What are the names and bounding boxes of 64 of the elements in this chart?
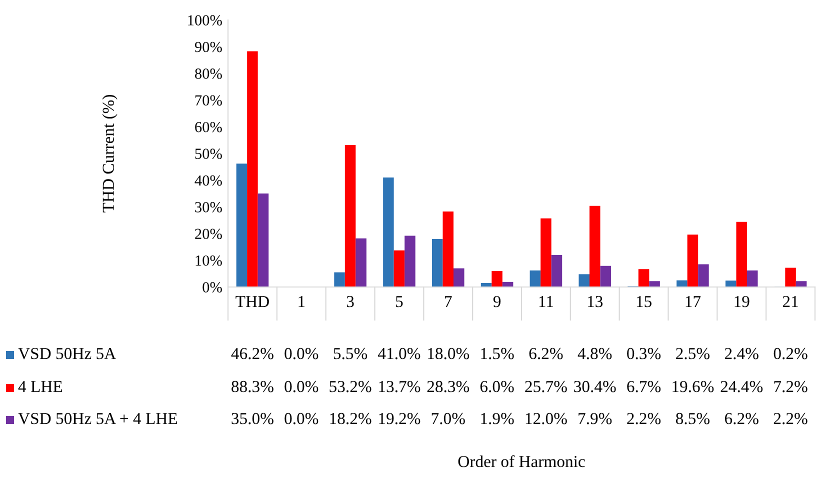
x-tick-label: 19 [734, 296, 750, 308]
data-label: 1.5% [481, 348, 514, 360]
legend-label: 4 LHE [18, 381, 62, 392]
y-tick-label: 70% [195, 95, 222, 106]
data-label: 24.4% [720, 380, 763, 392]
legend-label: VSD 50Hz 5A [18, 348, 116, 360]
data-label: 6.2% [724, 412, 758, 424]
x-tick-label: 13 [588, 296, 603, 308]
y-tick-label: 0% [202, 282, 222, 292]
y-tick-label: 30% [195, 202, 222, 212]
data-label: 13.7% [379, 380, 420, 392]
y-tick-label: 40% [194, 175, 222, 186]
data-label: 0.3% [627, 348, 661, 360]
data-label: 0.0% [284, 380, 318, 392]
legend-label: VSD 50Hz 5A + 4 LHE [18, 412, 178, 424]
x-tick-label: 3 [346, 296, 354, 308]
y-tick-label: 80% [195, 68, 222, 79]
x-tick-label: 1 [298, 296, 305, 308]
data-label: 28.3% [427, 380, 470, 392]
data-label: 5.5% [334, 348, 368, 360]
data-label: 4.8% [578, 348, 612, 360]
data-label: 2.2% [627, 412, 661, 424]
data-label: 0.2% [774, 348, 808, 360]
x-tick-label: 7 [445, 296, 452, 308]
data-label: 0.0% [284, 348, 318, 360]
data-label: 19.2% [379, 412, 420, 424]
data-label: 7.0% [432, 412, 465, 424]
data-label: 0.0% [284, 412, 318, 424]
x-tick-label: 9 [493, 296, 501, 308]
y-tick-label: 50% [195, 148, 222, 159]
y-tick-label: 20% [195, 228, 222, 240]
data-label: 18.0% [428, 348, 470, 360]
data-label: 46.2% [231, 348, 274, 360]
data-label: 18.2% [330, 412, 372, 424]
y-tick-label: 10% [196, 255, 222, 266]
data-label: 88.3% [232, 380, 274, 392]
text: Order of Harmonic [458, 455, 585, 468]
x-tick-label: 11 [539, 296, 553, 308]
data-label: 53.2% [330, 380, 372, 392]
x-tick-label: 17 [686, 296, 701, 308]
data-label: 25.7% [525, 380, 567, 392]
x-tick-label: THD [236, 296, 269, 308]
data-label: 2.2% [774, 412, 808, 424]
x-tick-label: 21 [782, 296, 798, 308]
y-axis-title: THD Current (%) [102, 94, 118, 212]
data-label: 12.0% [526, 412, 567, 424]
x-tick-label: 15 [636, 296, 652, 308]
data-label: 41.0% [378, 348, 420, 360]
data-label: 6.0% [480, 380, 514, 392]
y-tick-label: 60% [195, 122, 222, 132]
data-label: 8.5% [676, 412, 710, 424]
y-tick-label: 90% [194, 42, 222, 52]
y-tick-label: 100% [188, 15, 222, 26]
data-label: 2.5% [676, 348, 710, 360]
data-label: 7.9% [578, 412, 612, 424]
x-tick-label: 5 [396, 296, 403, 308]
data-label: 6.2% [529, 348, 563, 360]
data-label: 30.4% [574, 380, 616, 392]
data-label: 1.9% [481, 412, 514, 424]
data-label: 2.4% [725, 348, 758, 360]
data-label: 7.2% [774, 380, 808, 392]
data-label: 6.7% [627, 380, 661, 392]
data-label: 19.6% [672, 380, 714, 392]
data-label: 35.0% [232, 412, 274, 424]
